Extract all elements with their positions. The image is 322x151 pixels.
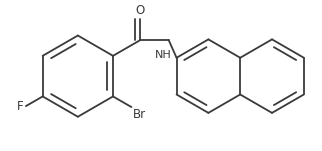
- Text: O: O: [135, 4, 145, 17]
- Text: F: F: [17, 100, 24, 113]
- Text: Br: Br: [132, 108, 146, 121]
- Text: NH: NH: [155, 50, 171, 60]
